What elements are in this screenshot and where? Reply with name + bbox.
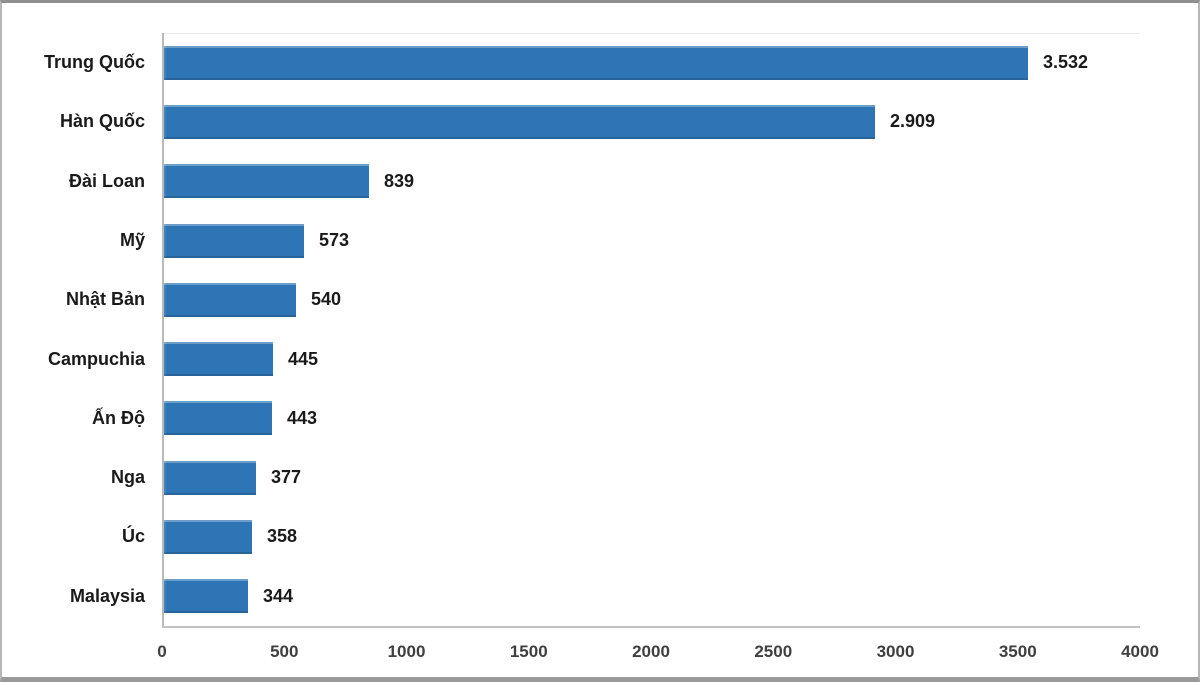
category-label: Trung Quốc [44, 52, 145, 72]
bar-row: Đài Loan 839 [2, 152, 1198, 211]
value-label: 377 [271, 467, 302, 488]
x-axis-line [162, 626, 1140, 628]
category-label: Malaysia [69, 585, 145, 606]
bar [164, 282, 296, 317]
bar [164, 104, 875, 139]
x-tick-label: 2500 [754, 642, 793, 661]
bar-row: Trung Quốc 3.532 [2, 33, 1198, 92]
value-label: 573 [319, 229, 350, 250]
category-label: Nga [110, 467, 145, 488]
bar [164, 401, 272, 436]
category-label: Campuchia [47, 348, 145, 369]
x-tick-label: 1000 [387, 642, 426, 661]
value-label: 358 [267, 526, 298, 547]
x-tick-label: 1500 [509, 642, 548, 661]
bar-row: Malaysia 344 [2, 567, 1198, 626]
value-label: 2.909 [890, 111, 936, 132]
bar-row: Nga 377 [2, 448, 1198, 507]
category-label: Úc [121, 526, 145, 547]
x-tick-label: 0 [157, 642, 167, 661]
plot-area-top-border [162, 33, 1140, 34]
x-tick-label: 500 [270, 642, 299, 661]
bar-row: Mỹ 573 [2, 211, 1198, 270]
value-label: 445 [288, 348, 319, 369]
category-label: Mỹ [119, 229, 145, 250]
bar [164, 164, 369, 199]
bar [164, 579, 248, 614]
category-label: Nhật Bản [65, 289, 145, 310]
bar [164, 223, 304, 258]
value-label: 443 [287, 407, 318, 428]
bar [164, 520, 252, 555]
horizontal-bar-chart: Trung Quốc 3.532 Hàn Quốc 2.909 Đài Loan 839 M… [2, 3, 1198, 677]
x-tick-label: 3500 [998, 642, 1037, 661]
category-label: Đài Loan [68, 170, 145, 191]
bar-row: Hàn Quốc 2.909 [2, 92, 1198, 151]
category-label: Ấn Độ [92, 407, 145, 428]
value-label: 540 [311, 289, 342, 310]
bar [164, 45, 1028, 80]
x-tick-label: 2000 [632, 642, 670, 661]
value-label: 344 [263, 585, 294, 606]
value-label: 3.532 [1043, 52, 1089, 72]
bar-row: Úc 358 [2, 507, 1198, 566]
bar-row: Ấn Độ 443 [2, 389, 1198, 448]
bar [164, 460, 256, 495]
category-label: Hàn Quốc [59, 111, 145, 132]
y-axis-line [162, 33, 164, 626]
x-tick-label: 4000 [1121, 642, 1159, 661]
x-tick-label: 3000 [876, 642, 915, 661]
bar-row: Campuchia 445 [2, 330, 1198, 389]
bar [164, 342, 273, 377]
value-label: 839 [384, 170, 415, 191]
bar-row: Nhật Bản 540 [2, 270, 1198, 329]
